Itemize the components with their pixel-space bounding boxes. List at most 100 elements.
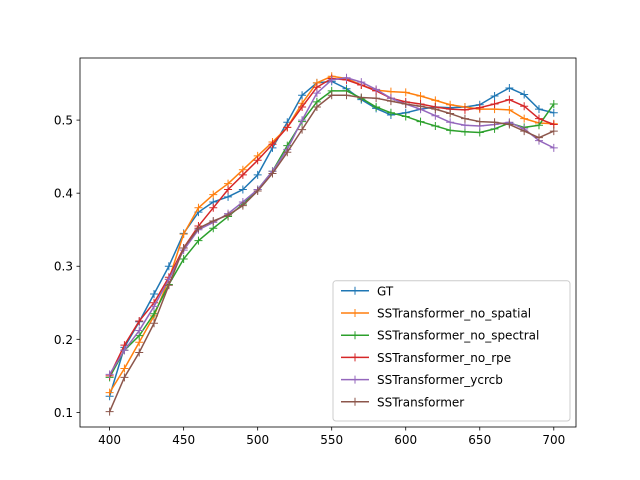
x-tick-label: 400 [98,433,121,447]
x-axis: 400 450 500 550 600 650 700 [98,427,565,447]
data-point [238,201,247,210]
legend-label: SSTransformer_ycrcb [377,373,503,387]
data-point [253,186,262,195]
legend: GT SSTransformer_no_spatial SSTransformer_… [332,280,571,422]
data-point [490,118,499,127]
data-point [298,116,307,125]
data-point [268,169,277,178]
data-point [549,100,558,109]
data-point [298,102,307,111]
data-point [460,114,469,123]
data-point [120,346,129,355]
data-point [372,85,381,94]
data-point [164,281,173,290]
data-point [224,185,233,194]
data-point [505,95,514,104]
x-tick-label: 600 [394,433,417,447]
data-point [209,203,218,212]
y-tick-label: 0.5 [54,114,73,128]
data-point [268,140,277,149]
data-point [135,348,144,357]
data-point [105,407,114,416]
data-point [520,114,529,123]
data-point [194,224,203,233]
plot-frame [79,57,577,428]
x-tick-label: 550 [320,433,343,447]
legend-marker [351,309,359,317]
data-point [150,290,159,299]
data-point [150,309,159,318]
y-axis: 0.1 0.2 0.3 0.4 0.5 [54,114,80,420]
data-point [164,262,173,271]
legend-marker [351,331,359,340]
legend-label: GT [377,284,394,298]
data-point [105,370,114,379]
series-5 [105,91,558,416]
x-tick-label: 700 [542,433,565,447]
data-point [253,156,262,165]
y-tick-label: 0.3 [54,260,73,274]
data-point [534,114,543,123]
data-point [505,83,514,92]
data-point [416,102,425,111]
data-point [446,118,455,127]
data-point [520,102,529,111]
data-point [342,73,351,82]
legend-marker [351,353,359,362]
legend-item-5: SSTransformer [341,395,464,409]
legend-label: SSTransformer [377,395,464,409]
data-point [179,230,188,239]
data-point [179,254,188,263]
data-point [416,117,425,126]
data-point [135,317,144,326]
x-tick-label: 650 [468,433,491,447]
data-point [238,170,247,179]
legend-label: SSTransformer_no_spectral [377,329,539,343]
data-point [209,216,218,225]
data-point [150,319,159,328]
y-tick-label: 0.4 [54,187,73,201]
data-point [179,243,188,252]
legend-label: SSTransformer_no_spatial [377,307,531,321]
data-point [150,302,159,311]
data-point [253,170,262,179]
data-point [283,123,292,132]
legend-item-2: SSTransformer_no_spectral [341,329,539,343]
data-point [120,373,129,382]
data-point [298,125,307,134]
data-point [372,102,381,111]
data-point [135,326,144,335]
x-tick-label: 450 [172,433,195,447]
legend-label: SSTransformer_no_rpe [377,351,511,365]
data-point [238,185,247,194]
data-point [549,143,558,152]
data-point [298,91,307,100]
legend-item-0: GT [341,284,394,298]
data-point [490,91,499,100]
data-point [401,100,410,109]
data-point [386,108,395,117]
x-tick-label: 500 [246,433,269,447]
data-point [357,93,366,102]
data-point [534,133,543,142]
data-point [475,103,484,112]
data-point [416,91,425,100]
data-point [505,105,514,114]
data-point [312,89,321,98]
data-point [209,190,218,199]
data-point [505,120,514,129]
data-point [431,121,440,130]
data-point [549,108,558,117]
data-point [224,192,233,201]
legend-marker [351,375,359,384]
legend-marker [351,286,359,295]
data-point [283,148,292,157]
legend-box [332,280,571,422]
data-point [401,88,410,97]
data-point [490,100,499,109]
data-point [520,127,529,136]
data-point [401,112,410,121]
data-point [549,127,558,136]
data-point [534,105,543,114]
